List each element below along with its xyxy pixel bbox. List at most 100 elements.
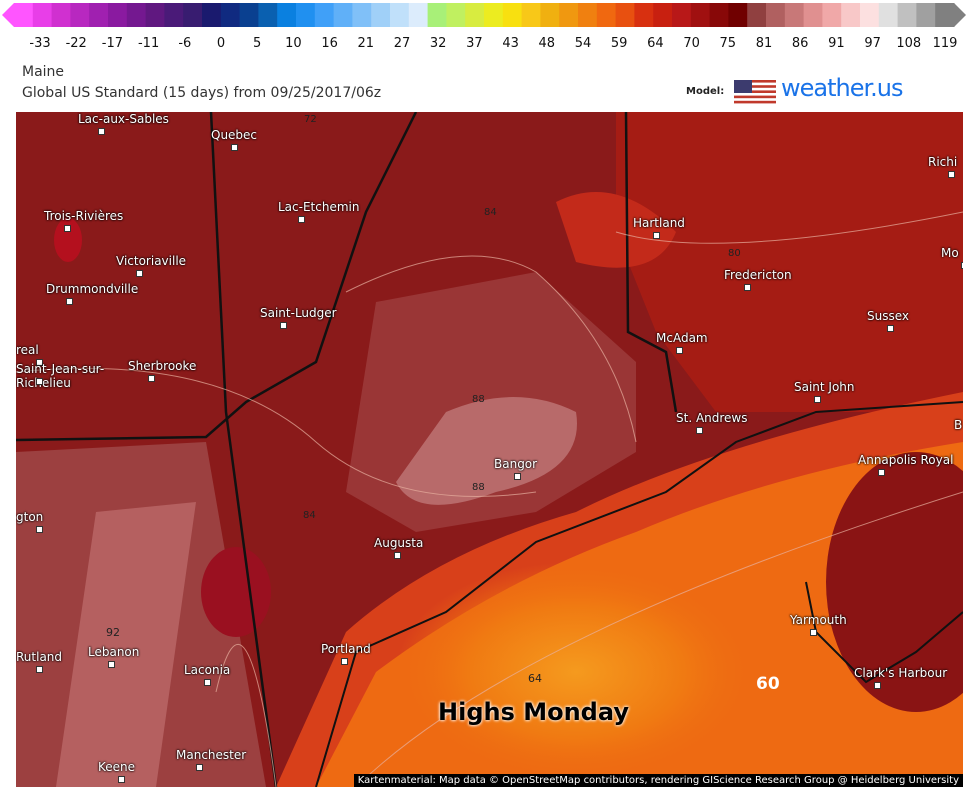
city-label: McAdam: [656, 331, 708, 345]
colorbar-tick: 97: [864, 36, 881, 51]
colorbar-swatch: [803, 3, 823, 27]
city-label: Lac-aux-Sables: [78, 112, 169, 126]
city-label: St. Andrews: [676, 411, 748, 425]
colorbar-swatch: [784, 3, 805, 27]
city-marker: [814, 396, 821, 403]
city-marker: [961, 262, 963, 269]
colorbar-swatch: [860, 3, 880, 27]
city-marker: [810, 629, 817, 636]
colorbar-swatch: [841, 3, 861, 27]
city-label: Lac-Etchemin: [278, 200, 360, 214]
colorbar-tick: 86: [791, 36, 809, 51]
colorbar-swatch: [578, 3, 598, 27]
map-attribution[interactable]: Kartenmaterial: Map data © OpenStreetMap…: [353, 774, 963, 787]
city-marker: [676, 347, 683, 354]
city-marker: [136, 270, 143, 277]
colorbar-tick: 10: [285, 36, 302, 51]
city-marker: [280, 322, 287, 329]
colorbar-swatch: [220, 3, 241, 27]
colorbar-swatch: [427, 3, 447, 27]
city-label: Richi: [928, 155, 958, 169]
contour-label: 92: [106, 626, 120, 639]
colorbar-tick: 64: [647, 36, 664, 51]
colorbar-swatch: [333, 3, 353, 27]
contour-label: 84: [303, 510, 316, 521]
colorbar-tick: 5: [253, 36, 262, 51]
temperature-field: [16, 112, 963, 787]
colorbar-swatch: [596, 3, 617, 27]
colorbar-right-arrow: [954, 3, 966, 27]
colorbar-swatch: [408, 3, 429, 27]
colorbar-tick: 37: [466, 36, 483, 51]
city-marker: [696, 427, 703, 434]
city-marker: [66, 298, 73, 305]
city-label: Rutland: [16, 650, 63, 664]
colorbar-tick: 16: [321, 36, 338, 51]
colorbar-swatch: [51, 3, 71, 27]
city-label: Bangor: [494, 457, 538, 471]
city-marker: [298, 216, 305, 223]
city-marker: [98, 128, 105, 135]
colorbar-tick: 108: [896, 36, 922, 51]
temperature-map[interactable]: Lac-aux-Sables Quebec Trois-Rivières Lac-Et…: [16, 112, 963, 787]
city-marker: [118, 776, 125, 783]
colorbar-swatch: [202, 3, 222, 27]
city-label: Yarmouth: [790, 613, 847, 627]
colorbar-swatch: [258, 3, 278, 27]
colorbar-tick: 43: [502, 36, 519, 51]
colorbar-swatch: [108, 3, 128, 27]
city-label: gton: [16, 510, 44, 524]
colorbar-swatch: [502, 3, 523, 27]
city-marker: [196, 764, 203, 771]
colorbar-swatch: [897, 3, 917, 27]
city-label: real: [16, 343, 39, 357]
city-label: Saint John: [794, 380, 855, 394]
colorbar-swatch: [690, 3, 711, 27]
city-label: Hartland: [633, 216, 685, 230]
contour-label: 84: [484, 207, 497, 218]
city-label: Saint-Ludger: [260, 306, 337, 320]
model-label: Model:: [686, 86, 725, 97]
colorbar-tick: -11: [137, 36, 160, 51]
colorbar-tick: -6: [178, 36, 192, 51]
colorbar-tick: 81: [755, 36, 773, 51]
colorbar-swatch: [126, 3, 147, 27]
city-marker: [514, 473, 521, 480]
colorbar-tick: 21: [357, 36, 375, 51]
colorbar-swatch: [371, 3, 391, 27]
colorbar-tick: -33: [29, 36, 51, 51]
colorbar-swatch: [314, 3, 335, 27]
colorbar-swatch: [446, 3, 466, 27]
city-marker: [64, 225, 71, 232]
colorbar-tick: -17: [101, 36, 124, 51]
city-label: Annapolis Royal: [858, 453, 954, 467]
city-marker: [744, 284, 751, 291]
city-marker: [887, 325, 894, 332]
city-marker: [36, 378, 43, 385]
city-marker: [231, 144, 238, 151]
colorbar-swatch: [540, 3, 560, 27]
colorbar-swatch: [822, 3, 842, 27]
city-marker: [108, 661, 115, 668]
city-label: B: [954, 418, 963, 432]
colorbar-tick: -22: [65, 36, 87, 51]
colorbar-tick: 32: [429, 36, 447, 51]
colorbar-swatch: [615, 3, 635, 27]
colorbar-swatch: [521, 3, 541, 27]
colorbar-swatch: [296, 3, 316, 27]
colorbar-swatch: [766, 3, 786, 27]
weather-us-logo[interactable]: weather.us: [781, 74, 903, 102]
colorbar-swatch: [145, 3, 165, 27]
colorbar-swatch: [89, 3, 109, 27]
colorbar-swatch: [935, 3, 955, 27]
colorbar-tick: 70: [683, 36, 700, 51]
contour-label: 80: [728, 248, 741, 259]
map-title: Highs Monday: [438, 698, 629, 726]
model-run-label: Global US Standard (15 days) from 09/25/…: [22, 85, 382, 101]
city-marker: [948, 171, 955, 178]
colorbar-tick: 54: [574, 36, 592, 51]
city-marker: [341, 658, 348, 665]
colorbar-swatch: [728, 3, 748, 27]
colorbar-tick: 75: [719, 36, 737, 51]
city-marker: [874, 682, 881, 689]
